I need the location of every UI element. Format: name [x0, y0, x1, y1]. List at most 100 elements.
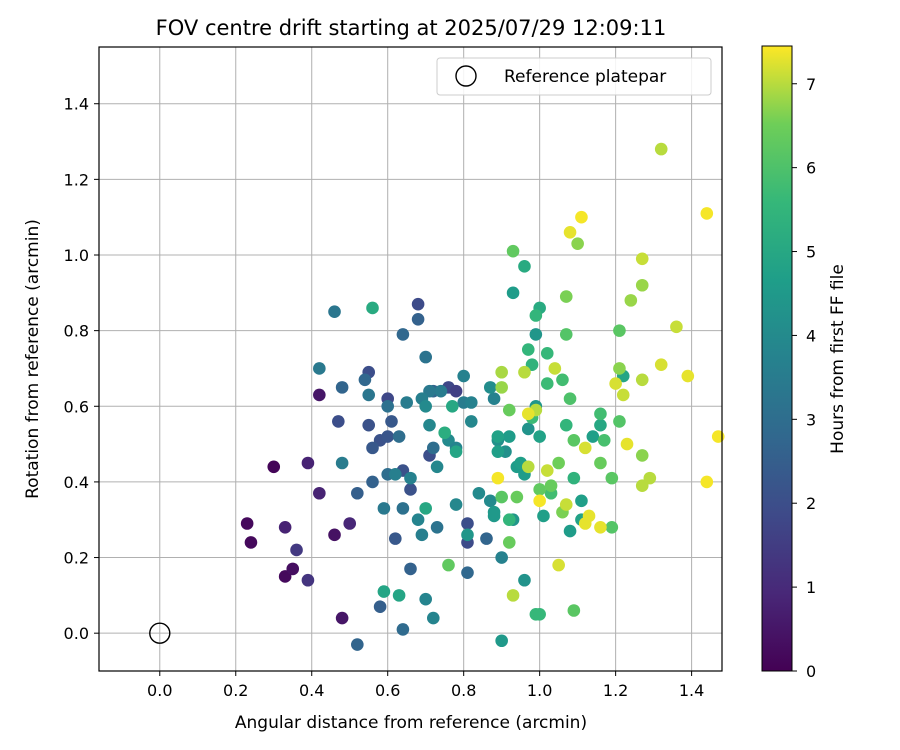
data-point: [571, 237, 584, 250]
data-point: [502, 513, 516, 527]
data-point: [389, 532, 402, 545]
data-point: [510, 490, 524, 504]
data-point: [385, 415, 398, 428]
data-point: [483, 381, 497, 394]
data-point: [533, 430, 546, 443]
data-point: [643, 471, 657, 485]
data-point: [419, 399, 432, 413]
data-point: [404, 471, 417, 485]
data-point: [278, 520, 292, 534]
data-point: [286, 562, 300, 576]
data-point: [426, 611, 440, 625]
colorbar: 0 1 2 3 4 5 6 7 Hours from first FF file: [761, 45, 848, 681]
grid-lines: [99, 47, 722, 671]
data-point: [366, 475, 379, 489]
x-tick-label: 1.2: [603, 681, 628, 700]
colorbar-tick-label: 4: [806, 326, 816, 345]
data-point: [419, 592, 432, 606]
data-point: [594, 407, 607, 421]
data-point: [377, 585, 391, 598]
data-point: [240, 517, 254, 530]
data-point: [575, 494, 588, 508]
data-point: [434, 384, 448, 398]
data-point: [411, 297, 425, 311]
data-point: [430, 520, 444, 534]
y-tick-label: 1.4: [64, 95, 89, 114]
data-point: [518, 573, 531, 587]
x-axis-label: Angular distance from reference (arcmin): [235, 713, 587, 733]
data-point: [582, 509, 596, 523]
data-point: [464, 396, 478, 409]
data-point: [559, 498, 573, 511]
data-point: [358, 373, 372, 387]
data-point: [495, 634, 508, 648]
legend-entry-reference-platepar: Reference platepar: [504, 67, 666, 87]
reference-point-marker: [149, 622, 171, 644]
y-tick-label: 0.8: [64, 322, 89, 341]
data-point: [635, 252, 649, 266]
x-tick-label: 1.0: [527, 681, 552, 700]
data-point: [351, 638, 364, 651]
y-tick-label: 1.0: [64, 246, 89, 265]
colorbar-tick-label: 1: [806, 578, 816, 597]
data-point: [635, 373, 649, 387]
data-point: [396, 623, 410, 636]
data-point: [396, 328, 410, 341]
data-point: [540, 347, 554, 360]
data-point: [423, 418, 436, 432]
data-point: [567, 604, 581, 617]
data-point: [464, 415, 478, 428]
data-point: [442, 558, 455, 572]
chart-title: FOV centre drift starting at 2025/07/29 …: [156, 16, 667, 40]
data-point: [670, 320, 683, 334]
data-point: [563, 524, 577, 538]
data-point: [540, 377, 554, 390]
data-point: [563, 226, 577, 239]
data-point: [335, 611, 349, 625]
data-point: [594, 418, 607, 432]
y-tick-label: 0.2: [64, 549, 89, 568]
data-point: [362, 388, 376, 402]
y-tick-label: 0.0: [64, 624, 89, 643]
x-tick-label: 1.4: [679, 681, 704, 700]
x-tick-label: 0.6: [375, 681, 400, 700]
data-point: [445, 399, 459, 413]
data-point: [544, 479, 558, 492]
data-point: [491, 445, 505, 458]
x-tick-label: 0.8: [451, 681, 476, 700]
data-point: [461, 528, 474, 542]
data-point: [411, 513, 425, 527]
data-point: [335, 456, 349, 470]
colorbar-gradient: [761, 45, 793, 672]
data-point: [605, 520, 619, 534]
colorbar-tick-label: 0: [806, 662, 816, 681]
data-point: [552, 558, 565, 572]
data-point: [313, 362, 326, 375]
data-point: [533, 483, 546, 496]
data-point: [461, 517, 474, 530]
data-point: [533, 607, 546, 621]
data-point: [594, 520, 607, 534]
data-point: [415, 528, 429, 542]
data-point: [681, 369, 695, 383]
data-point: [491, 471, 505, 485]
data-point: [502, 536, 516, 549]
data-point: [449, 384, 463, 398]
data-point: [400, 396, 414, 409]
data-point: [301, 456, 315, 470]
data-point: [575, 210, 588, 224]
colorbar-tick-label: 7: [806, 75, 816, 94]
data-point: [620, 437, 634, 451]
data-point: [559, 418, 573, 432]
colorbar-tick-label: 6: [806, 159, 816, 178]
data-point: [472, 486, 486, 500]
data-point: [366, 441, 379, 455]
colorbar-ticks: 0 1 2 3 4 5 6 7: [792, 75, 816, 681]
colorbar-label: Hours from first FF file: [828, 264, 848, 454]
data-point: [521, 422, 535, 436]
data-point: [396, 502, 410, 515]
data-point: [351, 486, 364, 500]
data-point: [540, 464, 554, 477]
data-point: [654, 358, 668, 371]
